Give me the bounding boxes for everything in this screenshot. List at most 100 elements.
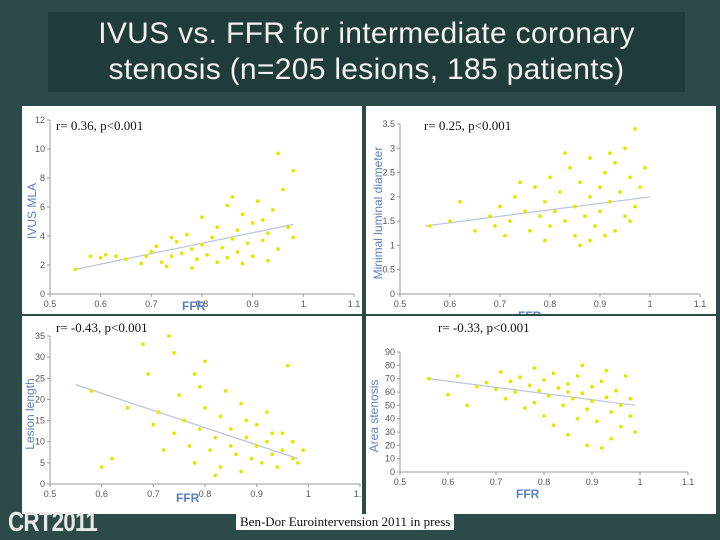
data-point — [225, 203, 230, 208]
data-point — [503, 396, 508, 401]
data-point — [259, 460, 264, 465]
data-point — [240, 212, 245, 217]
data-point — [503, 233, 507, 238]
data-point — [215, 260, 220, 264]
data-point — [172, 431, 176, 436]
x-tick-label: 0.5 — [44, 489, 57, 499]
x-tick-label: 1.1 — [354, 489, 362, 499]
x-tick-label: 1 — [306, 489, 311, 499]
data-point — [220, 245, 225, 250]
data-point — [633, 204, 637, 209]
data-point — [113, 254, 118, 259]
data-point — [218, 465, 223, 469]
data-point — [213, 435, 218, 440]
y-tick-label: 40 — [385, 414, 395, 424]
y-tick-label: 2.5 — [382, 168, 395, 178]
data-point — [593, 224, 597, 228]
data-point — [213, 473, 218, 478]
data-point — [166, 334, 171, 338]
x-tick-label: 0.6 — [95, 489, 108, 499]
x-tick-label: 0.7 — [147, 489, 160, 499]
data-point — [240, 261, 245, 266]
y-tick-label: 90 — [385, 347, 395, 357]
x-tick-label: 0.6 — [94, 299, 107, 309]
x-tick-label: 0.6 — [442, 477, 455, 487]
data-point — [598, 209, 602, 214]
data-point — [628, 414, 633, 418]
data-point — [200, 242, 204, 247]
data-point — [230, 237, 235, 241]
x-tick-label: 1 — [301, 299, 306, 309]
data-point — [604, 395, 609, 400]
y-tick-label: 0.5 — [382, 265, 395, 275]
data-point — [184, 232, 189, 237]
y-tick-label: 0 — [40, 289, 45, 299]
data-point — [73, 267, 78, 272]
data-point — [88, 254, 93, 259]
trend-line — [75, 384, 299, 460]
data-point — [254, 444, 259, 448]
data-point — [590, 399, 594, 404]
y-tick-label: 1.5 — [382, 216, 395, 226]
chart-panel-lesion-length: 0.5 0.6 0.7 0.8 0.9 1 1.1 0 5 10 15 20 25 30 35 r= -0.4… — [22, 316, 362, 514]
data-point — [543, 199, 547, 204]
x-tick-label: 0.9 — [246, 299, 259, 309]
data-point — [527, 383, 532, 388]
data-point — [522, 406, 527, 410]
correlation-annotation: r= 0.36, p<0.001 — [56, 118, 143, 133]
data-point — [609, 436, 614, 441]
data-point — [265, 231, 270, 235]
data-point — [99, 465, 104, 469]
data-point — [532, 366, 537, 370]
citation: Ben-Dor Eurointervension 2011 in press — [236, 514, 455, 530]
data-point — [215, 225, 220, 230]
data-point — [563, 219, 567, 224]
y-tick-label: 0 — [40, 479, 45, 489]
data-point — [189, 247, 194, 251]
data-point — [208, 448, 213, 453]
data-point — [588, 194, 592, 199]
trend-line — [428, 378, 636, 406]
data-point — [628, 219, 632, 224]
data-point — [561, 403, 566, 408]
data-point — [609, 410, 614, 414]
data-point — [146, 372, 151, 376]
data-point — [103, 252, 108, 257]
y-tick-label: 12 — [35, 115, 45, 125]
y-tick-label: 30 — [385, 427, 395, 437]
trend-line — [75, 223, 294, 270]
data-point — [225, 255, 230, 260]
data-point — [570, 396, 575, 401]
y-axis-label: Lesion length — [23, 378, 37, 449]
data-point — [563, 151, 567, 156]
y-tick-label: 3.5 — [382, 119, 395, 129]
crt-logo: CRT2011 — [8, 506, 98, 537]
x-axis-label: FFR — [516, 487, 540, 501]
data-point — [598, 185, 602, 190]
data-point — [144, 254, 149, 259]
data-point — [548, 224, 552, 228]
data-point — [89, 389, 94, 393]
y-tick-label: 20 — [35, 394, 45, 404]
data-point — [473, 228, 477, 233]
data-point — [643, 165, 647, 170]
y-tick-label: 10 — [35, 437, 45, 447]
data-point — [508, 219, 512, 224]
data-point — [301, 448, 306, 453]
data-point — [566, 390, 570, 394]
data-point — [189, 266, 194, 270]
data-point — [568, 165, 572, 170]
x-tick-label: 1 — [637, 477, 642, 487]
y-axis-label: Minimal luminal diameter — [371, 147, 385, 280]
data-point — [197, 427, 202, 431]
data-point — [280, 448, 285, 453]
chart-panel-mld: 0.5 0.6 0.7 0.8 0.9 1 1.1 0 0.5 1 1.5 2 2.5 3 3.5 r= 0.… — [366, 106, 716, 314]
x-tick-label: 1.1 — [694, 299, 707, 309]
data-point — [151, 422, 156, 427]
data-point — [223, 389, 228, 393]
x-tick-label: 0.9 — [250, 489, 263, 499]
data-point — [244, 418, 249, 423]
y-axis-label: IVUS MLA — [25, 183, 39, 239]
y-tick-label: 60 — [385, 387, 395, 397]
x-tick-label: 0.8 — [538, 477, 551, 487]
